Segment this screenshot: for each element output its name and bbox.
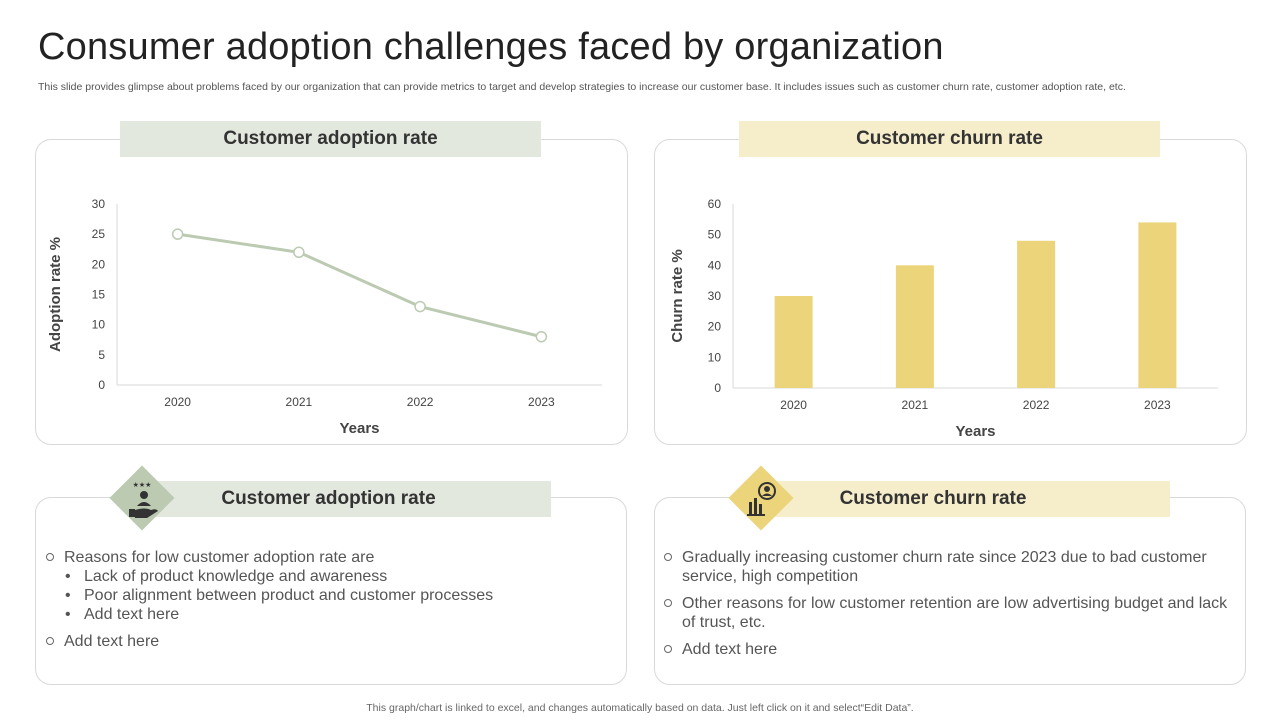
list-item: Gradually increasing customer churn rate…: [662, 548, 1232, 586]
x-tick-label: 2021: [286, 395, 313, 409]
churn-chart-heading: Customer churn rate: [739, 121, 1160, 157]
x-tick-label: 2022: [407, 395, 434, 409]
y-tick-label: 30: [92, 197, 106, 211]
churn-bar-chart[interactable]: 0 10 20 30 40 50 60 2020 2021 2022 2023 Years Churn …: [655, 175, 1243, 440]
bullet-dot-icon: •: [65, 568, 71, 585]
y-tick-label: 20: [92, 257, 106, 271]
y-tick-label: 40: [708, 258, 722, 272]
adoption-reasons-heading: Customer adoption rate: [150, 481, 551, 517]
data-point: [293, 246, 305, 259]
list-sub-item: • Add text here: [65, 606, 180, 623]
y-tick-label: 50: [708, 228, 722, 242]
circle-bullet-icon: [46, 553, 54, 561]
adoption-reasons-list: Reasons for low customer adoption rate a…: [44, 548, 614, 651]
y-tick-label: 30: [708, 289, 722, 303]
circle-bullet-icon: [46, 637, 54, 645]
circle-bullet-icon: [664, 599, 672, 607]
data-point: [535, 330, 548, 343]
list-sub-item: • Lack of product knowledge and awareness: [65, 568, 388, 585]
list-item: Add text here: [662, 640, 1232, 659]
circle-bullet-icon: [664, 645, 672, 653]
x-tick-label: 2023: [1144, 398, 1171, 412]
churn-reasons-card: [654, 497, 1246, 685]
list-sub-item: • Poor alignment between product and cust…: [65, 587, 494, 604]
bar: [1017, 240, 1056, 388]
x-axis-title: Years: [339, 420, 379, 437]
data-point: [171, 228, 184, 240]
y-tick-label: 10: [708, 350, 722, 364]
y-tick-label: 25: [92, 227, 106, 241]
list-item: Reasons for low customer adoption rate a…: [44, 548, 614, 567]
x-tick-label: 2020: [164, 395, 191, 409]
page-subtitle: This slide provides glimpse about proble…: [38, 81, 1126, 93]
page-title: Consumer adoption challenges faced by or…: [38, 26, 944, 68]
y-axis-title: Churn rate %: [669, 249, 686, 342]
svg-text:★★★: ★★★: [133, 481, 152, 489]
x-tick-label: 2021: [902, 398, 929, 412]
circle-bullet-icon: [664, 553, 672, 561]
list-item: Other reasons for low customer retention…: [662, 594, 1232, 632]
bar: [1138, 222, 1177, 388]
y-tick-label: 20: [708, 320, 722, 334]
churn-reasons-heading: Customer churn rate: [770, 481, 1170, 517]
adoption-chart-heading: Customer adoption rate: [120, 121, 541, 157]
y-tick-label: 15: [92, 288, 106, 302]
y-tick-label: 60: [708, 197, 722, 211]
data-point: [414, 300, 426, 313]
y-tick-label: 5: [98, 348, 105, 362]
x-tick-label: 2020: [780, 398, 807, 412]
y-tick-label: 10: [92, 318, 106, 332]
list-item: Add text here: [44, 632, 614, 651]
bullet-dot-icon: •: [65, 587, 71, 604]
hand-with-person-stars-icon: ★★★: [129, 481, 158, 518]
adoption-reasons-card: [35, 497, 627, 685]
bullet-dot-icon: •: [65, 606, 71, 623]
y-axis-title: Adoption rate %: [47, 237, 64, 352]
y-tick-label: 0: [714, 381, 721, 395]
adoption-chart-card: [35, 139, 628, 445]
footer-note: This graph/chart is linked to excel, and…: [366, 702, 914, 714]
x-axis-title: Years: [955, 423, 995, 440]
x-tick-label: 2022: [1023, 398, 1050, 412]
bar: [895, 265, 934, 388]
adoption-line-chart[interactable]: 0 5 10 15 20 25 30 2020 2021 2022 2023 Years Adoptio…: [36, 175, 624, 440]
y-tick-label: 0: [98, 378, 105, 392]
bar: [774, 296, 813, 388]
x-tick-label: 2023: [528, 395, 555, 409]
series-line: [177, 232, 542, 339]
person-chart-icon: [747, 482, 776, 516]
churn-reasons-list: Gradually increasing customer churn rate…: [662, 548, 1232, 659]
